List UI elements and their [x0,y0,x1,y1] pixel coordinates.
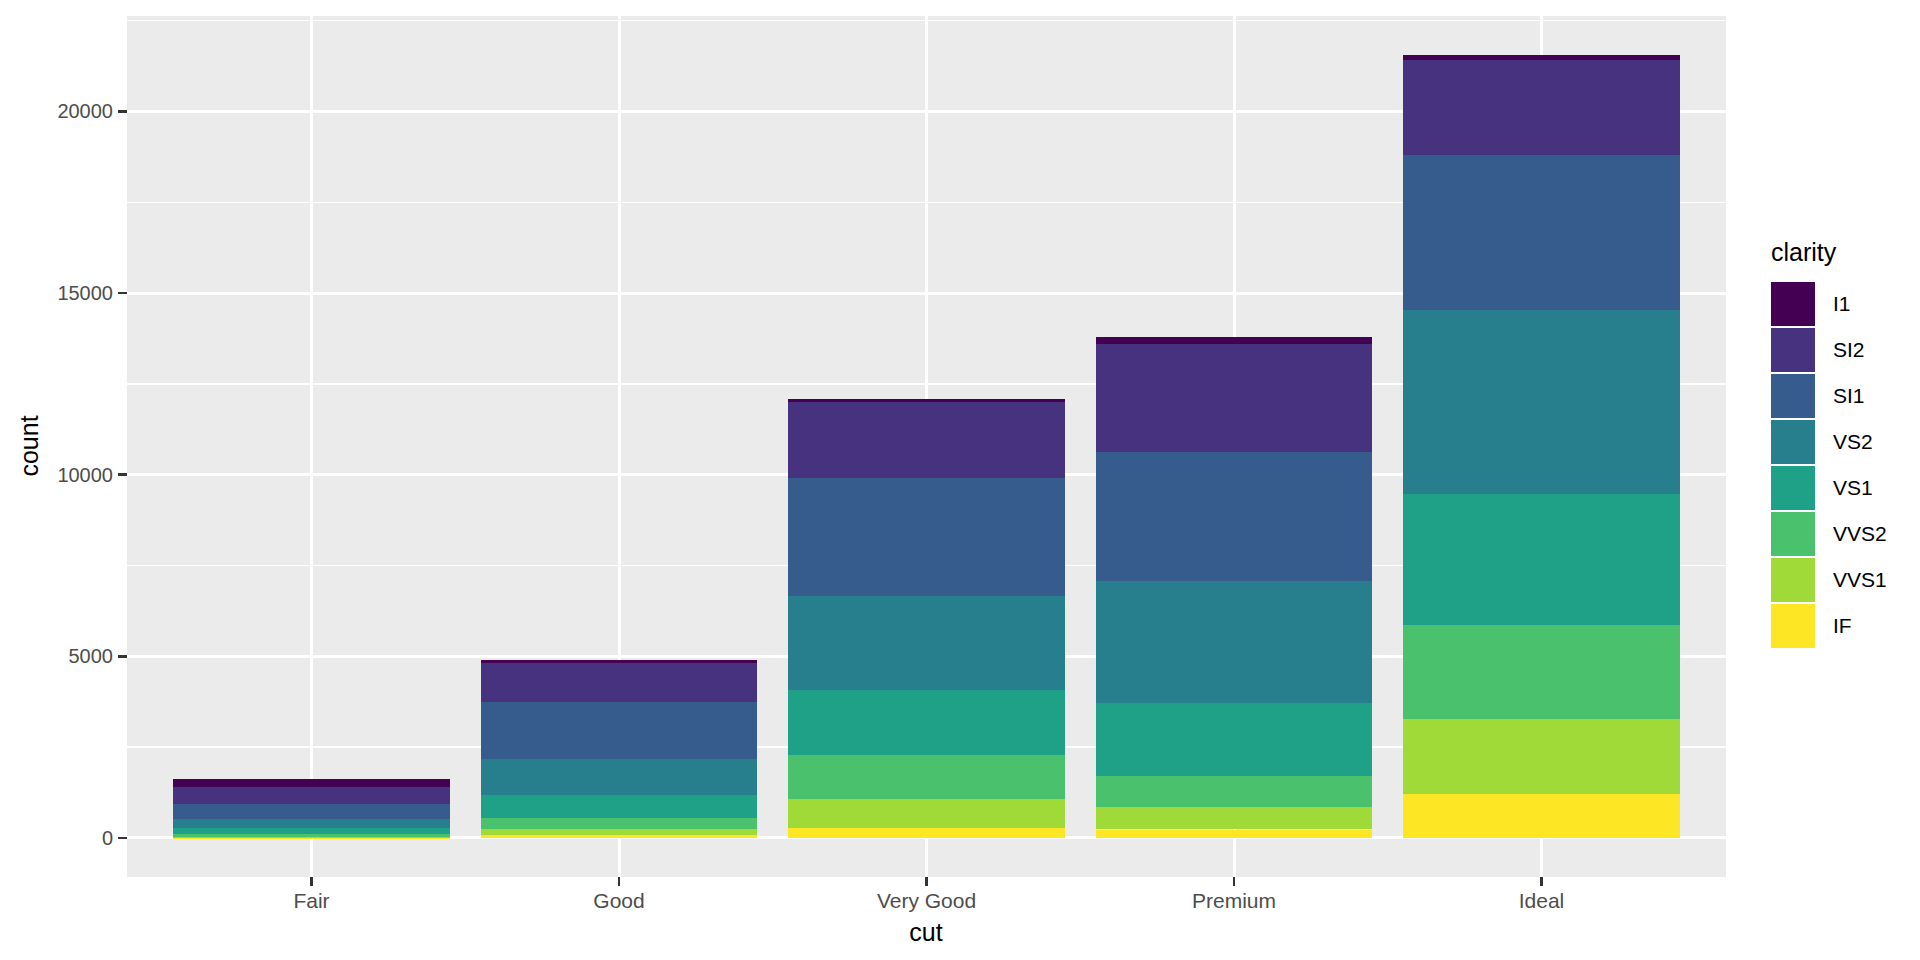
x-tick-label: Very Good [777,890,1077,911]
bar-segment-good-i1 [481,660,758,663]
bar-segment-premium-si2 [1096,344,1373,451]
legend-label-vs1: VS1 [1833,466,1873,510]
x-tick-mark [1233,877,1236,886]
bar-segment-good-si1 [481,702,758,759]
legend-label-i1: I1 [1833,282,1851,326]
bar-segment-good-vs1 [481,795,758,819]
bar-segment-fair-si1 [173,804,450,819]
legend-label-vvs2: VVS2 [1833,512,1887,556]
legend-label-vvs1: VVS1 [1833,558,1887,602]
bar-segment-good-vvs2 [481,818,758,828]
legend-key-if [1771,604,1815,648]
bar-segment-premium-i1 [1096,337,1373,344]
bar-segment-ideal-vvs1 [1403,719,1680,793]
bar-segment-very-good-i1 [788,399,1065,402]
x-tick-label: Good [469,890,769,911]
bar-segment-ideal-vs2 [1403,310,1680,494]
y-tick-mark [118,292,127,295]
major-gridline-vertical [310,16,313,877]
bar-segment-very-good-si2 [788,402,1065,478]
bar-segment-fair-vs2 [173,819,450,828]
legend-key-vvs2 [1771,512,1815,556]
bar-segment-ideal-if [1403,794,1680,838]
y-tick-mark [118,655,127,658]
bar-segment-good-vvs1 [481,829,758,836]
plot-panel [127,16,1726,877]
bar-segment-ideal-i1 [1403,55,1680,60]
y-tick-label: 10000 [0,465,113,485]
legend-key-vs1 [1771,466,1815,510]
bar-segment-fair-vs1 [173,828,450,834]
chart-figure: count 05000100001500020000 FairGoodVery … [0,0,1920,960]
bar-segment-fair-si2 [173,787,450,804]
y-tick-label: 20000 [0,101,113,121]
bar-segment-premium-if [1096,830,1373,838]
legend-label-si2: SI2 [1833,328,1865,372]
bar-segment-fair-i1 [173,779,450,787]
bar-segment-very-good-if [788,828,1065,838]
legend-key-i1 [1771,282,1815,326]
x-tick-mark [1540,877,1543,886]
bar-segment-good-si2 [481,663,758,702]
legend-key-si1 [1771,374,1815,418]
legend-key-vvs1 [1771,558,1815,602]
bar-segment-premium-vvs2 [1096,776,1373,808]
bar-segment-good-vs2 [481,759,758,795]
y-tick-label: 5000 [0,646,113,666]
x-axis-title: cut [909,920,942,945]
y-tick-label: 0 [0,828,113,848]
y-tick-mark [118,110,127,113]
bar-segment-ideal-vs1 [1403,494,1680,624]
legend-title: clarity [1771,240,1836,265]
bar-segment-ideal-vvs2 [1403,625,1680,720]
x-tick-label: Premium [1084,890,1384,911]
y-tick-mark [118,837,127,840]
x-tick-label: Ideal [1392,890,1692,911]
bar-segment-ideal-si2 [1403,60,1680,154]
bar-segment-very-good-vvs1 [788,799,1065,828]
y-tick-mark [118,473,127,476]
x-tick-mark [618,877,621,886]
legend-key-si2 [1771,328,1815,372]
y-tick-label: 15000 [0,283,113,303]
legend-label-vs2: VS2 [1833,420,1873,464]
bar-segment-premium-vvs1 [1096,807,1373,829]
bar-segment-premium-si1 [1096,452,1373,582]
bar-segment-fair-vvs2 [173,834,450,837]
bar-segment-fair-vvs1 [173,837,450,838]
bar-segment-very-good-vs1 [788,690,1065,754]
x-tick-mark [925,877,928,886]
x-tick-label: Fair [162,890,462,911]
legend-label-if: IF [1833,604,1852,648]
x-tick-mark [310,877,313,886]
bar-segment-premium-vs2 [1096,581,1373,703]
legend-label-si1: SI1 [1833,374,1865,418]
bar-segment-ideal-si1 [1403,155,1680,311]
bar-segment-very-good-si1 [788,478,1065,596]
bar-segment-very-good-vvs2 [788,755,1065,800]
bar-segment-good-if [481,835,758,838]
bar-segment-very-good-vs2 [788,596,1065,690]
bar-segment-premium-vs1 [1096,703,1373,775]
legend-key-vs2 [1771,420,1815,464]
